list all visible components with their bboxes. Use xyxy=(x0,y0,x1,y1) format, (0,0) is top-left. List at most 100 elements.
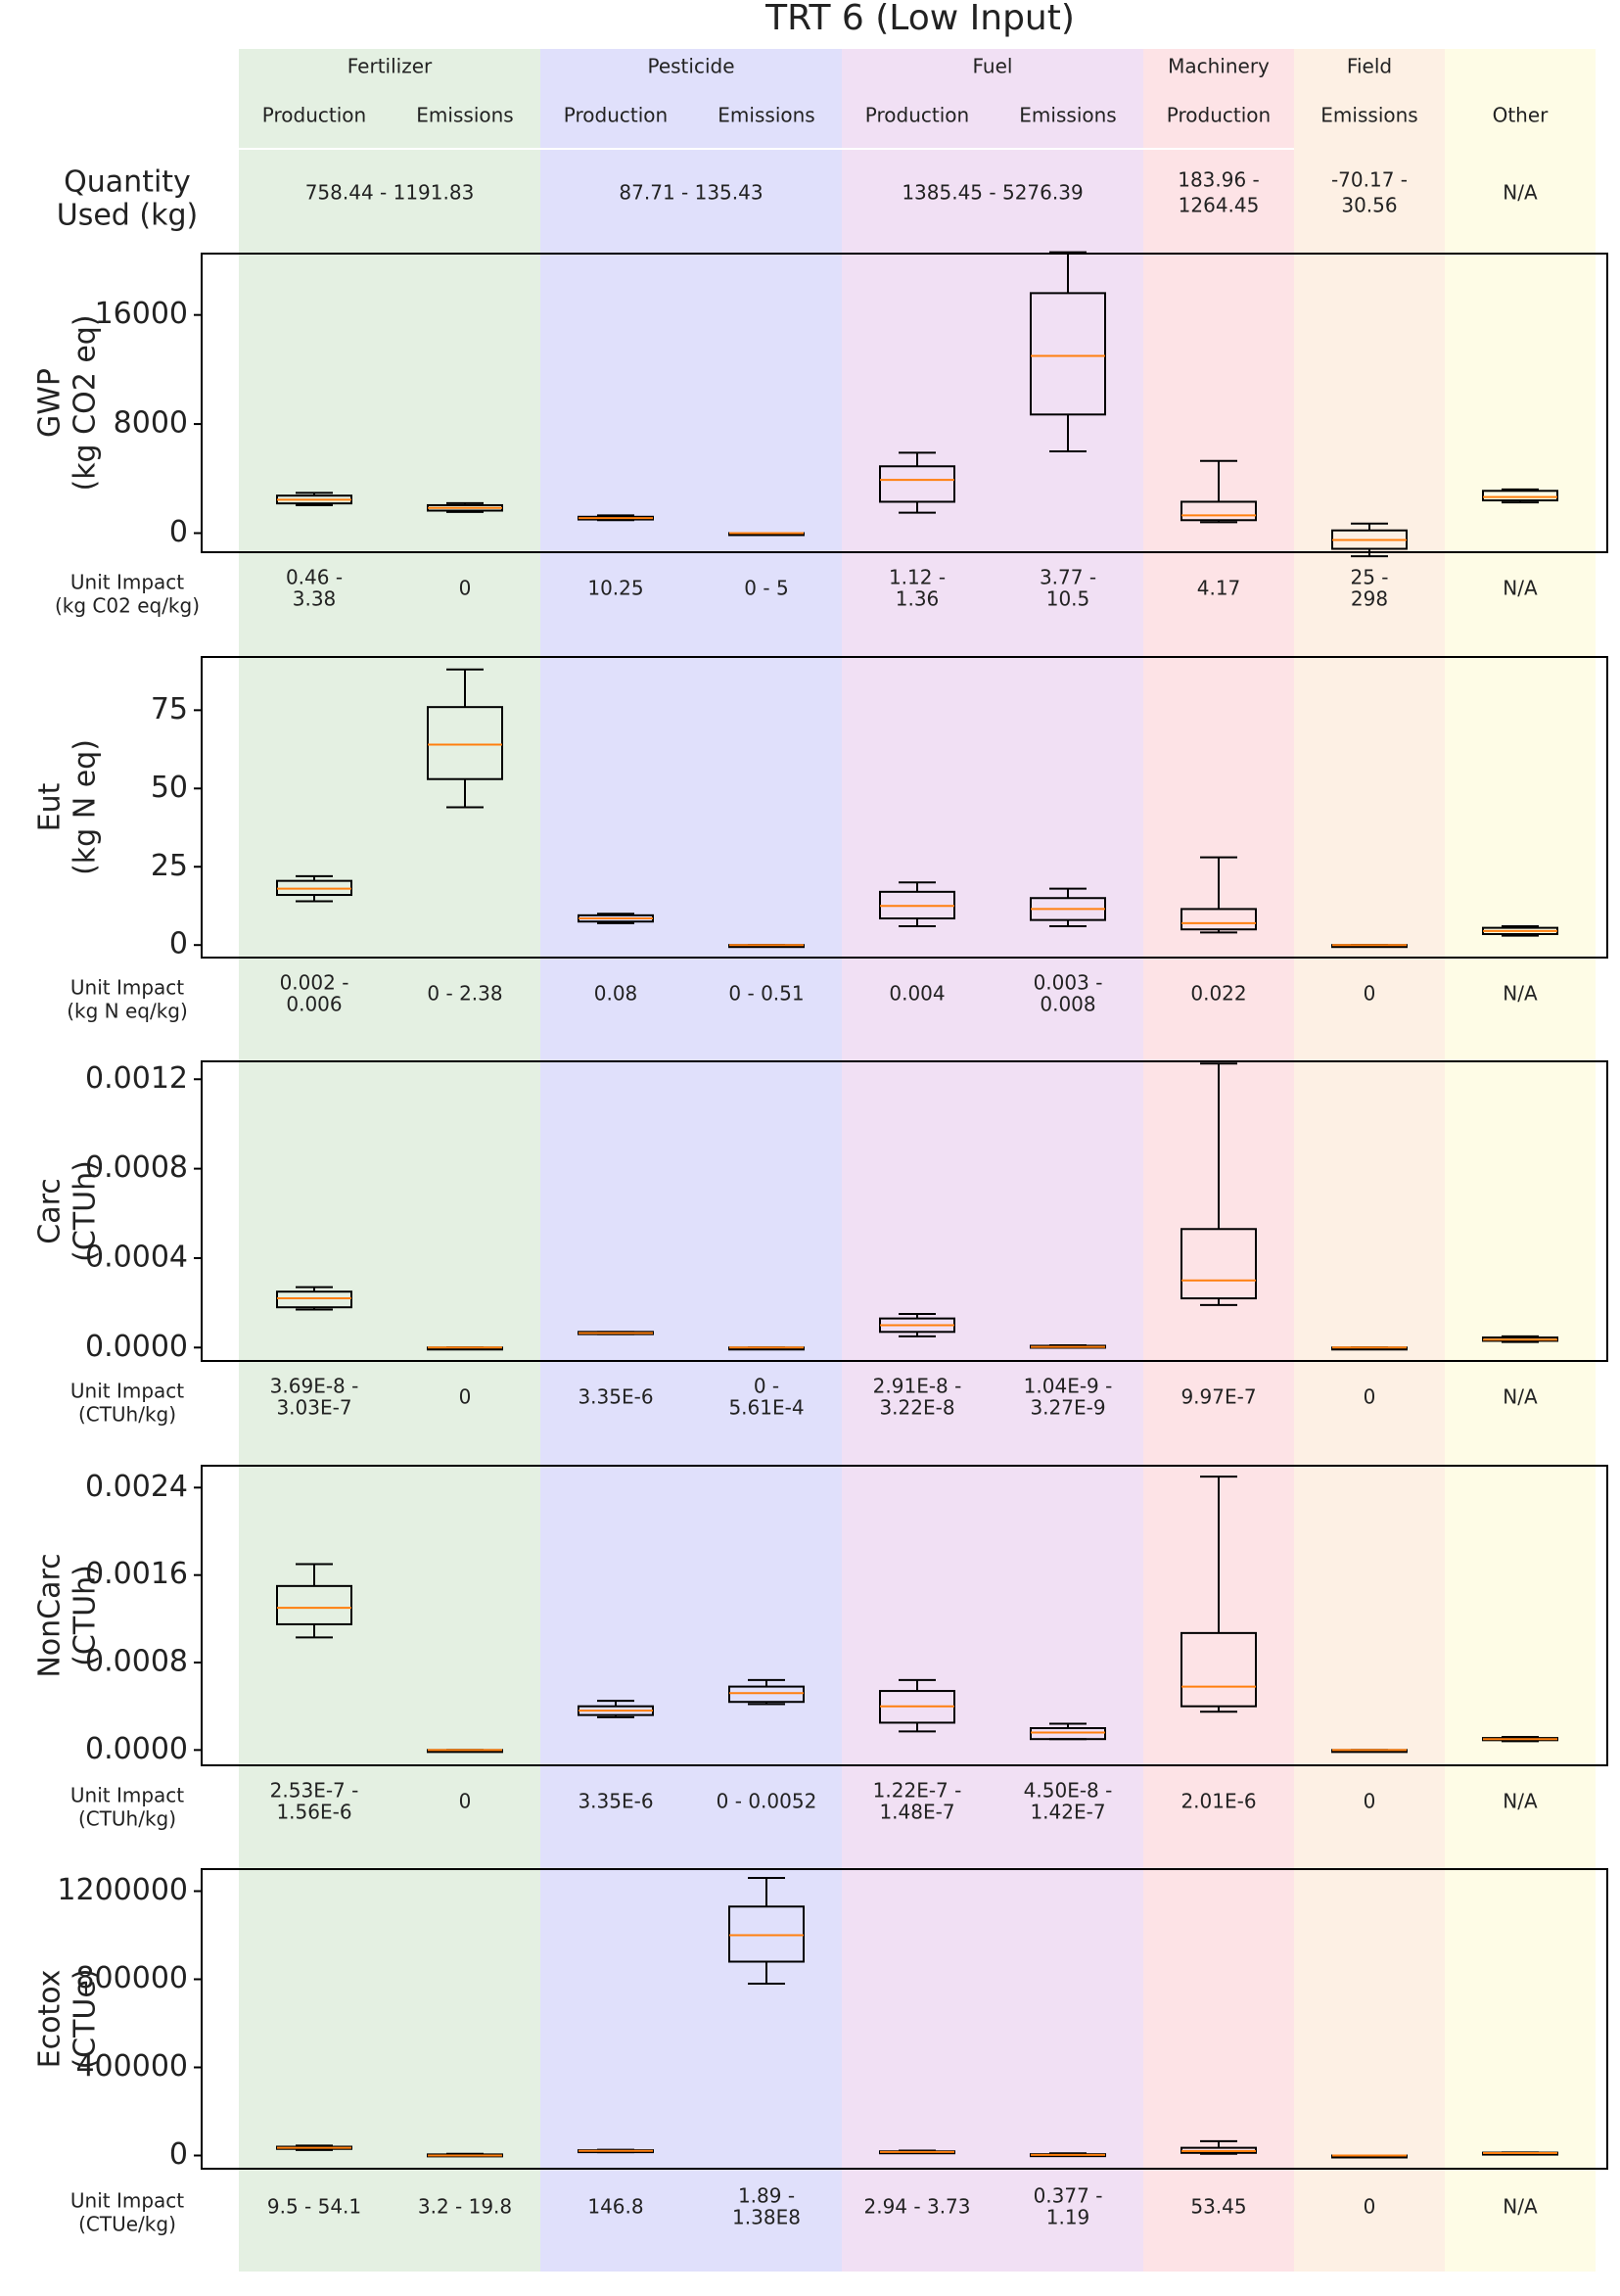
unit-impact-value-line-0: 0 xyxy=(459,1385,472,1409)
box-8 xyxy=(1482,2151,1558,2156)
box-8 xyxy=(1482,1735,1558,1743)
unit-impact-value-line-0: 0 - 0.0052 xyxy=(717,1790,817,1813)
y-axis-label: Eut (kg N eq) xyxy=(33,739,103,875)
unit-impact-value-line-0: N/A xyxy=(1503,1385,1538,1409)
y-label-line-1: (CTUe) xyxy=(69,1968,103,2069)
y-tick-label: 0 xyxy=(169,927,188,961)
column-bands xyxy=(239,49,1596,2272)
unit-impact-value-line-1: 3.03E-7 xyxy=(276,1396,351,1420)
box-iqr xyxy=(1180,1631,1257,1708)
column-band-5 xyxy=(993,49,1143,2272)
box-iqr xyxy=(1180,500,1257,522)
y-label-line-0: Carc xyxy=(33,1178,68,1244)
unit-impact-label-line-1: (CTUe/kg) xyxy=(78,2213,176,2236)
unit-impact-value-line-0: 0 xyxy=(1364,982,1376,1006)
box-8 xyxy=(1482,1335,1558,1343)
unit-impact-label-line-1: (kg N eq/kg) xyxy=(67,1000,188,1023)
box-2 xyxy=(578,1700,654,1718)
y-tick-label: 0.0008 xyxy=(85,1150,188,1185)
box-4 xyxy=(879,1313,955,1337)
y-label-line-0: GWP xyxy=(33,368,68,438)
quantity-cell-line-0: 183.96 - xyxy=(1178,168,1260,192)
sub-header: Other xyxy=(1493,104,1550,127)
axes-frame xyxy=(201,1060,1608,1362)
box-iqr xyxy=(1030,292,1106,416)
sub-header: Production xyxy=(564,104,668,127)
axes-frame xyxy=(201,1868,1608,2170)
y-label-line-1: (CTUh) xyxy=(69,1160,103,1262)
box-iqr xyxy=(728,1905,805,1963)
column-band-8 xyxy=(1445,49,1596,2272)
unit-impact-label-line-0: Unit Impact xyxy=(70,1380,184,1403)
unit-impact-value-line-1: 0.006 xyxy=(286,993,342,1016)
box-1 xyxy=(427,1749,503,1754)
unit-impact-value-line-1: 5.61E-4 xyxy=(728,1396,804,1420)
unit-impact-value-line-0: 9.5 - 54.1 xyxy=(267,2195,361,2219)
unit-impact-value-line-0: 3.2 - 19.8 xyxy=(418,2195,512,2219)
unit-impact-label-line-0: Unit Impact xyxy=(70,976,184,1000)
y-axis-label: Ecotox (CTUe) xyxy=(33,1968,103,2069)
y-tick-label: 8000 xyxy=(114,406,188,441)
y-tick-label: 75 xyxy=(151,692,188,726)
quantity-cell-line-0: 87.71 - 135.43 xyxy=(619,181,763,205)
unit-impact-value-line-0: N/A xyxy=(1503,1790,1538,1813)
unit-impact-value-line-1: 0.008 xyxy=(1040,993,1095,1016)
unit-impact-value-line-0: 1.04E-9 - xyxy=(1024,1375,1113,1398)
unit-impact-value-line-1: 1.56E-6 xyxy=(276,1801,351,1824)
quantity-cell-line-0: 1385.45 - 5276.39 xyxy=(902,181,1083,205)
box-7 xyxy=(1331,1749,1408,1754)
column-headers: Fertilizer Pesticide Fuel Machinery Field Pro… xyxy=(239,55,1549,150)
box-iqr xyxy=(427,706,503,780)
unit-impact-value-line-1: 1.36 xyxy=(896,587,940,611)
y-label-line-1: (kg CO2 eq) xyxy=(69,314,103,491)
column-band-1 xyxy=(390,49,540,2272)
unit-impact-value-line-1: 1.42E-7 xyxy=(1030,1801,1105,1824)
box-2 xyxy=(578,913,654,924)
quantity-cell-line-0: N/A xyxy=(1503,181,1538,205)
box-7 xyxy=(1331,1346,1408,1351)
unit-impact-value-line-0: 0.08 xyxy=(594,982,638,1006)
quantity-label-line-1: Used (kg) xyxy=(57,199,198,233)
box-5 xyxy=(1030,251,1106,452)
unit-impact-value-line-0: 0 xyxy=(1364,1385,1376,1409)
sub-header: Production xyxy=(262,104,366,127)
panel-1: 0 25 50 75 Eut (kg N eq) Unit Impact(kg N eq/k… xyxy=(33,656,1608,1023)
unit-impact-label-line-0: Unit Impact xyxy=(70,2189,184,2213)
box-1 xyxy=(427,668,503,809)
y-label-line-1: (CTUh) xyxy=(69,1565,103,1666)
box-4 xyxy=(879,881,955,928)
unit-impact-value-line-1: 1.19 xyxy=(1046,2206,1090,2229)
unit-impact-value-line-0: N/A xyxy=(1503,577,1538,600)
box-3 xyxy=(728,532,805,537)
quantity-cell-line-1: 30.56 xyxy=(1341,194,1397,217)
box-iqr xyxy=(276,1584,352,1625)
box-iqr xyxy=(1180,908,1257,931)
box-2 xyxy=(578,514,654,522)
box-2 xyxy=(578,1331,654,1335)
y-axis-label: GWP (kg CO2 eq) xyxy=(33,314,103,491)
box-0 xyxy=(276,1563,352,1639)
box-0 xyxy=(276,2144,352,2151)
unit-impact-value-line-0: 2.01E-6 xyxy=(1180,1790,1256,1813)
box-iqr xyxy=(728,1685,805,1704)
group-header: Machinery xyxy=(1168,55,1270,78)
unit-impact-value-line-0: 0.002 - xyxy=(280,971,349,995)
unit-impact-label-line-1: (CTUh/kg) xyxy=(78,1807,176,1831)
unit-impact-label-line-0: Unit Impact xyxy=(70,571,184,594)
box-5 xyxy=(1030,2152,1106,2158)
unit-impact-value-line-0: 0 - xyxy=(754,1375,779,1398)
unit-impact-value-line-1: 3.22E-8 xyxy=(879,1396,954,1420)
box-3 xyxy=(728,1678,805,1706)
unit-impact-value-line-1: 298 xyxy=(1351,587,1388,611)
unit-impact-value-line-0: 0.377 - xyxy=(1034,2184,1103,2208)
box-6 xyxy=(1180,856,1257,934)
unit-impact-value-line-0: 9.97E-7 xyxy=(1180,1385,1256,1409)
box-6 xyxy=(1180,459,1257,524)
sub-header: Emissions xyxy=(1320,104,1417,127)
unit-impact-value-line-0: 2.91E-8 - xyxy=(873,1375,962,1398)
y-label-line-1: (kg N eq) xyxy=(69,739,103,875)
unit-impact-label-line-0: Unit Impact xyxy=(70,1784,184,1807)
unit-impact-value-line-0: 3.35E-6 xyxy=(578,1790,653,1813)
unit-impact-value-line-0: 3.77 - xyxy=(1040,566,1096,589)
